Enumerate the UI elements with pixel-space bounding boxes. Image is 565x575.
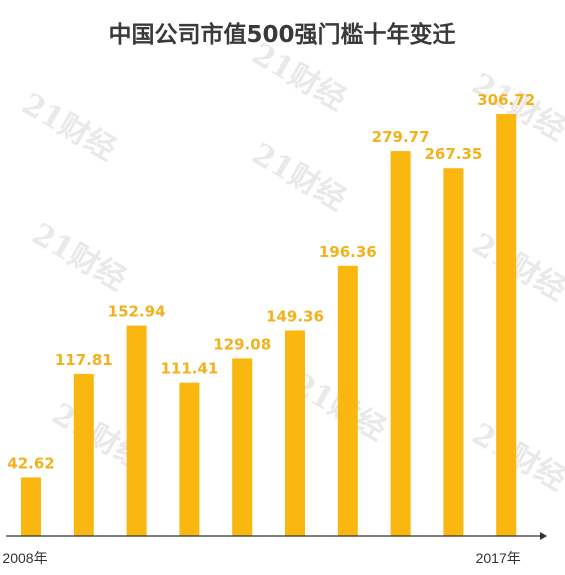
- value-labels: 42.62 117.81 152.94 111.41 129.08 149.36 196.3…: [7, 91, 535, 472]
- bar: [21, 477, 41, 536]
- bar: [337, 265, 358, 536]
- chart-title: 中国公司市值500强门槛十年变迁: [108, 21, 455, 48]
- bar: [390, 151, 411, 536]
- data-label: 196.36: [319, 243, 377, 261]
- bar: [126, 325, 147, 536]
- bar: [443, 168, 464, 536]
- watermark-text: 21财经: [26, 217, 132, 298]
- data-label: 117.81: [55, 351, 113, 369]
- watermark-text: 21财经: [246, 137, 352, 218]
- x-axis-arrow-icon: [540, 532, 547, 540]
- x-tick-label: 2008年: [2, 550, 47, 566]
- watermark-text: 21财经: [246, 37, 352, 118]
- bar: [285, 330, 305, 536]
- data-label: 42.62: [7, 454, 54, 472]
- bar: [232, 358, 253, 536]
- watermark-text: 21财经: [16, 87, 122, 168]
- bar: [496, 114, 517, 536]
- bar: [179, 382, 200, 536]
- data-label: 111.41: [160, 360, 218, 378]
- x-tick-labels: 2008年 2017年: [2, 550, 520, 566]
- data-label: 129.08: [213, 335, 271, 353]
- data-label: 149.36: [266, 308, 324, 326]
- data-label: 279.77: [372, 128, 430, 146]
- x-tick-label: 2017年: [476, 550, 521, 566]
- bar: [73, 373, 94, 536]
- bar-series: [21, 114, 517, 536]
- data-label: 267.35: [424, 145, 482, 163]
- data-label: 152.94: [108, 303, 166, 321]
- data-label: 306.72: [477, 91, 535, 109]
